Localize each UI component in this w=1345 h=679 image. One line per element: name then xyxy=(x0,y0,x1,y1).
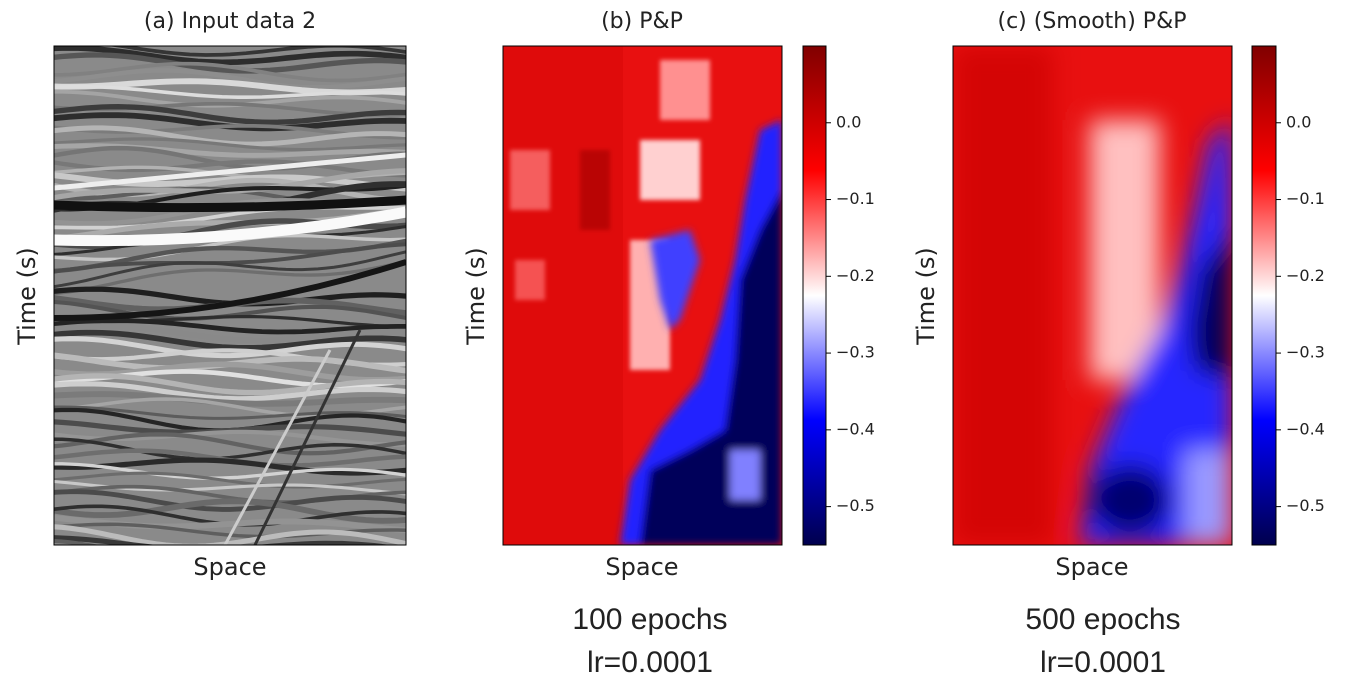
seismic-event xyxy=(54,68,406,90)
seismic-event xyxy=(54,61,406,83)
seismic-event xyxy=(54,46,406,66)
y-label: Time (s) xyxy=(912,247,940,346)
caption: 500 epochs xyxy=(1025,603,1180,636)
seismic-event xyxy=(223,349,332,545)
tick-label: −0.4 xyxy=(836,419,875,438)
caption: 100 epochs xyxy=(572,603,727,636)
seismic-event xyxy=(54,242,406,274)
seismic-event xyxy=(54,104,406,125)
tick-label: −0.4 xyxy=(1286,419,1325,438)
seismic-event xyxy=(54,432,406,456)
panel-title: (a) Input data 2 xyxy=(144,9,316,34)
seismic-event xyxy=(54,462,406,480)
seismic-event xyxy=(54,318,406,335)
seismic-event xyxy=(54,125,406,147)
axes-frame xyxy=(502,45,783,546)
axes-frame xyxy=(53,45,407,546)
y-label: Time (s) xyxy=(462,247,490,346)
axes-frame xyxy=(952,45,1233,546)
seismic-event xyxy=(54,391,406,407)
seismic-event xyxy=(54,152,406,191)
tick-label: −0.5 xyxy=(836,496,875,515)
tick-label: −0.3 xyxy=(836,343,875,362)
seismic-event xyxy=(54,250,406,289)
panel-title: (b) P&P xyxy=(601,9,683,34)
seismic-event xyxy=(54,373,406,396)
heatmap xyxy=(953,46,1232,545)
seismic-event xyxy=(54,471,406,489)
seismic-event xyxy=(54,336,406,359)
tick-label: −0.2 xyxy=(1286,266,1325,285)
x-label: Space xyxy=(605,553,678,581)
colorbar xyxy=(802,45,827,546)
seismic-event xyxy=(54,535,392,545)
seismic-event xyxy=(54,206,406,247)
panel-title: (c) (Smooth) P&P xyxy=(998,9,1187,34)
seismic-event xyxy=(54,524,406,545)
y-label: Time (s) xyxy=(13,247,41,346)
seismic-event xyxy=(54,259,406,296)
seismic-event xyxy=(54,437,406,461)
seismic-event xyxy=(253,329,362,545)
seismic-event xyxy=(54,498,406,524)
caption: lr=0.0001 xyxy=(587,646,713,679)
tick-label: −0.1 xyxy=(836,189,875,208)
tick-label: −0.2 xyxy=(836,266,875,285)
seismic-event xyxy=(54,195,406,213)
seismic-event xyxy=(107,46,406,57)
seismic-image xyxy=(54,46,406,545)
seismic-event xyxy=(54,233,406,262)
seismic-event xyxy=(54,489,406,512)
tick-label: 0.0 xyxy=(836,112,861,131)
caption: lr=0.0001 xyxy=(1040,646,1166,679)
colorbar xyxy=(1251,45,1277,546)
seismic-event xyxy=(54,381,406,402)
tick-label: 0.0 xyxy=(1286,112,1311,131)
seismic-event xyxy=(54,84,406,99)
tick-label: −0.5 xyxy=(1286,496,1325,515)
seismic-event xyxy=(54,137,406,152)
tick-label: −0.1 xyxy=(1286,189,1325,208)
x-label: Space xyxy=(193,553,266,581)
heatmap xyxy=(503,46,782,545)
seismic-event xyxy=(54,457,406,476)
tick-label: −0.3 xyxy=(1286,343,1325,362)
seismic-event xyxy=(54,323,406,344)
seismic-event xyxy=(54,329,406,351)
seismic-event xyxy=(54,405,406,420)
x-label: Space xyxy=(1055,553,1128,581)
seismic-event xyxy=(54,259,406,321)
seismic-event xyxy=(54,52,406,74)
